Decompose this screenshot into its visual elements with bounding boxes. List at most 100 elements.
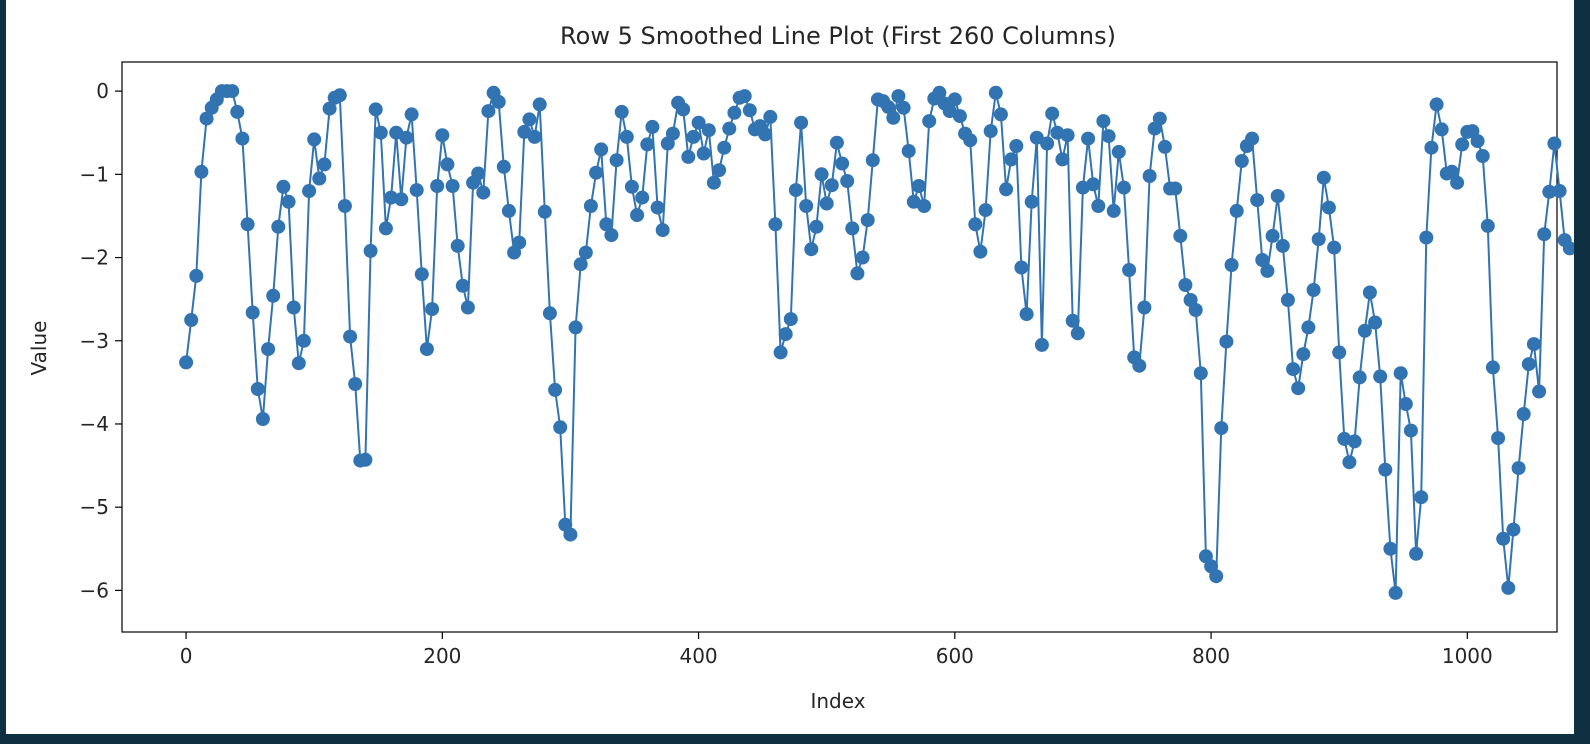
data-point — [968, 217, 983, 232]
data-point — [230, 104, 245, 119]
data-point — [1301, 320, 1316, 335]
figure: Row 5 Smoothed Line Plot (First 260 Colu… — [6, 0, 1574, 734]
data-point — [978, 203, 993, 218]
data-point — [896, 100, 911, 115]
data-point — [266, 288, 281, 303]
data-point — [317, 157, 332, 172]
data-point — [635, 190, 650, 205]
data-point — [737, 89, 752, 104]
data-point — [548, 382, 563, 397]
data-point — [891, 89, 906, 104]
line-chart: Row 5 Smoothed Line Plot (First 260 Colu… — [27, 22, 1574, 713]
data-point — [1475, 149, 1490, 163]
y-tick-label: −5 — [80, 495, 109, 519]
data-point — [491, 94, 506, 109]
data-point — [583, 199, 598, 213]
data-point — [773, 345, 788, 360]
y-axis-title: Value — [27, 321, 51, 376]
data-point — [645, 119, 660, 134]
data-point — [835, 156, 850, 171]
data-point — [768, 217, 783, 232]
data-point — [450, 238, 465, 253]
data-layer — [179, 84, 1574, 600]
data-point — [1429, 97, 1444, 112]
data-point — [245, 305, 260, 320]
y-tick-label: −3 — [80, 329, 109, 353]
data-point — [1455, 137, 1470, 152]
data-point — [225, 84, 240, 99]
data-point — [1024, 194, 1039, 209]
data-point — [855, 250, 870, 265]
x-tick-label: 800 — [1192, 644, 1230, 668]
data-point — [1327, 240, 1342, 255]
data-point — [312, 171, 327, 186]
x-axis: 0 200 400 600 800 1000 — [180, 632, 1493, 668]
data-point — [1485, 360, 1500, 375]
data-point — [717, 140, 732, 155]
data-point — [1496, 531, 1511, 546]
data-point — [1434, 122, 1449, 137]
data-point — [1070, 326, 1085, 341]
data-point — [1291, 381, 1306, 396]
data-point — [1096, 114, 1111, 129]
data-point — [742, 103, 757, 118]
data-point — [1342, 455, 1357, 470]
data-point — [829, 135, 844, 150]
data-point — [1111, 144, 1126, 159]
data-point — [337, 199, 352, 213]
y-tick-label: −1 — [80, 162, 109, 186]
x-tick-label: 0 — [180, 644, 193, 668]
data-point — [1352, 370, 1367, 385]
data-point — [1265, 228, 1280, 243]
data-point — [1152, 111, 1167, 126]
data-point — [501, 203, 516, 218]
data-point — [553, 420, 568, 435]
data-point — [1055, 152, 1070, 167]
data-point — [307, 132, 322, 147]
data-point — [1081, 131, 1096, 146]
data-point — [1060, 128, 1075, 143]
data-point — [1393, 366, 1408, 381]
data-point — [1142, 169, 1157, 183]
data-point — [865, 153, 880, 168]
data-point — [804, 242, 819, 257]
data-point — [271, 219, 286, 234]
data-point — [281, 194, 296, 209]
data-point — [348, 377, 363, 391]
data-point — [599, 217, 614, 232]
data-point — [819, 196, 834, 211]
data-point — [778, 327, 793, 342]
data-point — [630, 208, 645, 223]
data-point — [1106, 203, 1121, 218]
y-tick-label: −4 — [80, 412, 109, 436]
data-point — [1014, 260, 1029, 275]
data-point — [414, 267, 429, 282]
data-point — [809, 219, 824, 234]
data-point — [1562, 241, 1574, 256]
data-point — [1132, 358, 1147, 373]
data-point — [845, 221, 860, 236]
data-point — [363, 243, 378, 258]
data-point — [343, 329, 358, 344]
data-point — [1034, 337, 1049, 352]
data-point — [332, 88, 347, 103]
data-point — [1045, 106, 1060, 121]
data-point — [1537, 227, 1552, 242]
data-point — [476, 185, 491, 200]
data-point — [532, 97, 547, 112]
data-point — [578, 245, 593, 260]
data-point — [189, 268, 204, 283]
data-point — [322, 101, 337, 116]
data-point — [665, 126, 680, 141]
data-point — [655, 223, 670, 238]
data-point — [973, 244, 988, 259]
data-point — [988, 85, 1003, 100]
data-point — [179, 355, 194, 370]
data-point — [409, 183, 424, 198]
data-point — [1414, 490, 1429, 505]
data-point — [373, 125, 388, 140]
data-point — [1116, 180, 1131, 195]
data-point — [1040, 136, 1055, 151]
data-point — [1280, 293, 1295, 307]
data-point — [1378, 462, 1393, 477]
